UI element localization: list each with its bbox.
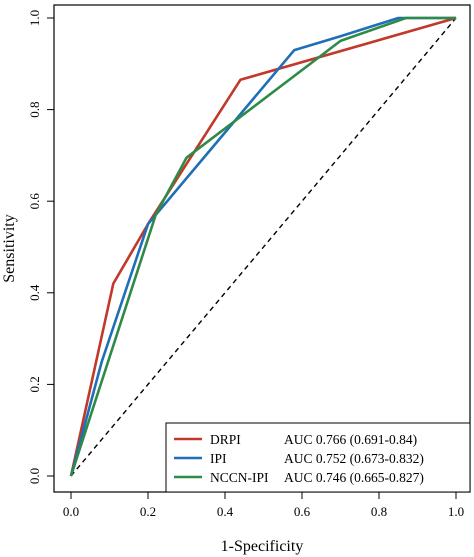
plot-area [69, 16, 457, 477]
y-tick-label: 0.0 [27, 468, 42, 484]
y-tick-label: 1.0 [27, 10, 42, 26]
x-tick-label: 1.0 [448, 504, 464, 519]
x-axis-label: 1-Specificity [221, 538, 304, 555]
series-line-ipi [69, 16, 456, 477]
series-line-nccn-ipi [69, 16, 456, 477]
x-tick-label: 0.4 [217, 504, 234, 519]
legend-box [165, 422, 471, 493]
reference-diagonal-line [70, 17, 457, 477]
y-tick-label: 0.6 [27, 193, 42, 210]
legend-entry-auc: AUC 0.746 (0.665-0.827) [284, 470, 424, 485]
y-tick-label: 0.8 [27, 101, 42, 117]
legend-entry-name: DRPI [210, 432, 241, 447]
y-tick-label: 0.2 [27, 376, 42, 392]
legend-entry-name: IPI [210, 451, 227, 466]
legend-entry-name: NCCN-IPI [210, 470, 269, 485]
x-tick-label: 0.2 [140, 504, 156, 519]
x-tick-label: 0.8 [371, 504, 387, 519]
x-tick-label: 0.6 [294, 504, 311, 519]
legend-entry-auc: AUC 0.766 (0.691-0.84) [284, 432, 417, 447]
x-tick-label: 0.0 [63, 504, 79, 519]
legend: DRPI AUC 0.766 (0.691-0.84) IPI AUC 0.752 (… [165, 422, 471, 493]
legend-entry-auc: AUC 0.752 (0.673-0.832) [284, 451, 424, 466]
y-axis-label: Sensitivity [1, 214, 18, 282]
y-tick-label: 0.4 [27, 284, 42, 301]
